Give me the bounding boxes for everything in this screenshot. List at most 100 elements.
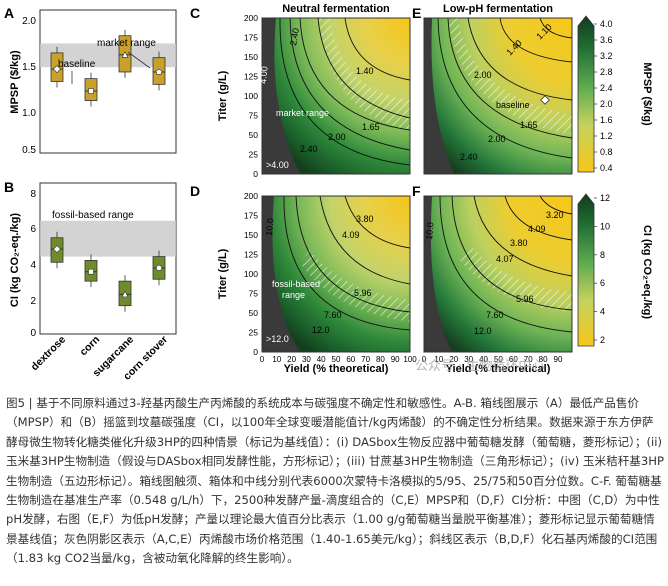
panel-a-marks xyxy=(40,29,176,107)
contour-label: 7.60 xyxy=(324,310,342,320)
contour-label: 2.40 xyxy=(288,27,301,46)
titer-tick-label: 125 xyxy=(244,250,258,260)
titer-tick-label: 100 xyxy=(244,269,258,279)
watermark: 公众号 · 生物循环中心 xyxy=(415,359,545,374)
contour-label: 4.09 xyxy=(528,224,546,234)
titer-tick-label: 200 xyxy=(244,13,258,23)
panel-a-frame xyxy=(39,9,177,154)
panel-b-marks xyxy=(40,220,176,312)
panel-a-letter: A xyxy=(4,5,14,21)
ytick-label: 0.5 xyxy=(22,145,36,156)
contour-label: 7.60 xyxy=(486,310,504,320)
yield-axis-label-f: Yield (% theoretical) xyxy=(446,363,551,375)
market-range-label: market range xyxy=(97,38,156,49)
xtick-corn: corn xyxy=(78,334,103,359)
baseline-marker-square xyxy=(88,88,94,94)
contour-label: 2.00 xyxy=(328,132,346,142)
colorbar-tick-label: 4 xyxy=(600,307,605,317)
yield-tick-label: 10 xyxy=(434,355,443,364)
contour-label: 1.65 xyxy=(362,122,380,132)
baseline-marker-pentagon xyxy=(155,264,163,271)
contour-label: 12.0 xyxy=(474,326,492,336)
colorbar-tick-label: 0.4 xyxy=(600,163,613,173)
contour-label: 12.0 xyxy=(312,325,330,335)
contour-label: 3.80 xyxy=(510,238,528,248)
panel-b-yticks: 8 6 4 2 0 xyxy=(30,189,36,339)
yield-tick-label: 20 xyxy=(287,355,296,364)
titer-tick-label: 50 xyxy=(249,130,259,140)
fossil-range-label-line1: fossil-based xyxy=(272,279,320,289)
colorbar-tick-label: 3.2 xyxy=(600,51,613,61)
figure-caption: 图5 | 基于不同原料通过3-羟基丙酸生产丙烯酸的系统成本与碳强度不确定性和敏感… xyxy=(6,396,664,566)
baseline-marker xyxy=(540,95,550,105)
panel-c-letter: C xyxy=(190,5,200,21)
titer-tick-label: 25 xyxy=(249,328,259,338)
yield-tick-label: 20 xyxy=(449,355,458,364)
yield-axis-label-d: Yield (% theoretical) xyxy=(284,363,389,375)
panel-e-letter: E xyxy=(412,5,421,21)
titer-tick-label: 125 xyxy=(244,72,258,82)
titer-tick-label: 150 xyxy=(244,230,258,240)
panel-b-letter: B xyxy=(4,179,14,195)
panel-a-yticks: 2.0 1.5 1.0 0.5 xyxy=(22,16,36,156)
colorbar-tick-label: 8 xyxy=(600,250,605,260)
contour-label: 2.40 xyxy=(460,152,478,162)
ci-colorbar-label: CI (kg CO₂-eq./kg) xyxy=(641,225,653,319)
yield-ticks-d: 0 10 20 30 40 50 60 70 80 90 100 xyxy=(260,355,417,364)
panel-e-heatmap: E Low-pH fermentation 1.10 1.40 2.00 1.6… xyxy=(412,3,573,175)
ytick-label: 6 xyxy=(30,224,36,235)
titer-axis-label-bottom: Titer (g/L) xyxy=(217,248,229,299)
panel-f-letter: F xyxy=(412,183,421,199)
panel-b-frame xyxy=(39,182,177,335)
titer-tick-label: 0 xyxy=(253,169,258,179)
panel-d-heatmap: D 3.80 4.09 5.96 7.60 10.0 12.0 fossil-b… xyxy=(190,183,411,353)
yield-tick-label: 40 xyxy=(479,355,488,364)
market-range-band xyxy=(318,18,410,130)
ytick-label: 2.0 xyxy=(22,16,36,27)
yield-tick-label: 100 xyxy=(403,355,417,364)
yield-tick-label: 0 xyxy=(422,355,427,364)
colorbar-tick-label: 12 xyxy=(600,193,610,203)
titer-tick-label: 75 xyxy=(249,111,259,121)
contour-label: 10.0 xyxy=(424,222,435,240)
contour-label: 10.0 xyxy=(264,218,275,236)
mpsp-colorbar-label: MPSP ($/kg) xyxy=(641,62,653,126)
ytick-label: 4 xyxy=(30,260,36,271)
baseline-marker-diamond xyxy=(53,245,61,254)
panel-e-title: Low-pH fermentation xyxy=(443,3,553,15)
contour-panels: C Neutral fermentation 2.40 1.40 4.00 1.… xyxy=(190,3,573,375)
yield-tick-label: 80 xyxy=(376,355,385,364)
titer-tick-label: 100 xyxy=(244,91,258,101)
contour-label: 5.96 xyxy=(354,288,372,298)
titer-tick-label: 200 xyxy=(244,191,258,201)
titer-tick-label: 175 xyxy=(244,211,258,221)
panel-c-heatmap: C Neutral fermentation 2.40 1.40 4.00 1.… xyxy=(190,3,411,175)
yield-tick-label: 0 xyxy=(260,355,265,364)
baseline-marker-triangle xyxy=(121,290,129,298)
titer-tick-label: 0 xyxy=(253,347,258,357)
ytick-label: 2 xyxy=(30,296,36,307)
ci-colorbar: 12 10 8 6 4 2 CI (kg CO₂-eq./kg) xyxy=(577,193,653,347)
colorbar-tick-label: 2.4 xyxy=(600,83,613,93)
baseline-marker-diamond xyxy=(53,65,61,74)
ytick-label: 0 xyxy=(30,328,36,339)
colorbar-tick-label: 10 xyxy=(600,221,610,231)
contour-label: 1.65 xyxy=(520,120,538,130)
contour-label: 2.00 xyxy=(474,70,492,80)
panel-a-mpsp-boxplot: A MPSP ($/kg) 2.0 1.5 1.0 0.5 market ran… xyxy=(4,5,177,156)
infeasible-label: >12.0 xyxy=(266,334,289,344)
colorbar-tick-label: 6 xyxy=(600,278,605,288)
panel-c-title: Neutral fermentation xyxy=(282,3,390,15)
yield-tick-label: 40 xyxy=(317,355,326,364)
titer-tick-label: 25 xyxy=(249,150,259,160)
yield-tick-label: 70 xyxy=(361,355,370,364)
colorbar-tick-label: 2.8 xyxy=(600,67,613,77)
yield-tick-label: 30 xyxy=(302,355,311,364)
infeasible-region xyxy=(262,18,300,174)
titer-tick-label: 75 xyxy=(249,289,259,299)
yield-tick-label: 80 xyxy=(539,355,548,364)
titer-tick-label: 175 xyxy=(244,33,258,43)
yield-tick-label: 10 xyxy=(272,355,281,364)
contour-label: 4.09 xyxy=(342,230,360,240)
yield-tick-label: 50 xyxy=(494,355,503,364)
